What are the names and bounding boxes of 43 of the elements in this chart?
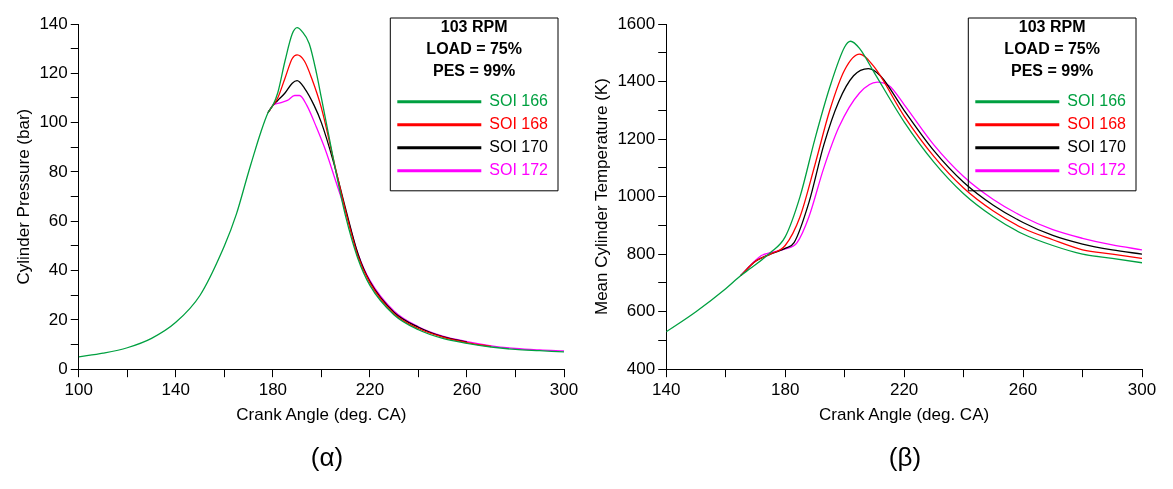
x-tick-label: 180	[770, 380, 800, 400]
x-tick-label: 100	[64, 380, 93, 400]
text: (β)	[887, 442, 923, 473]
y-tick-label: 140	[39, 13, 68, 33]
x-tick-label: 300	[1127, 380, 1157, 400]
y-axis-title: Cylinder Pressure (bar)	[13, 108, 33, 285]
x-tick-label: 220	[355, 380, 385, 400]
x-tick-label: 140	[161, 380, 190, 400]
y-tick-label: 60	[48, 210, 68, 230]
x-tick-label: 180	[258, 380, 288, 400]
legend-title: 103 RPM LOAD = 75% PES = 99%	[426, 18, 522, 79]
text: SOI 172	[1067, 161, 1127, 179]
x-tick-label: 300	[549, 380, 579, 400]
text: SOI 166	[1067, 92, 1127, 110]
y-tick-label: 40	[48, 260, 68, 280]
y-tick-label: 1000	[617, 186, 656, 206]
y-axis-title: Mean Cylinder Temperature (K)	[591, 78, 611, 316]
y-tick-label: 600	[626, 301, 656, 321]
y-tick-label: 1400	[617, 71, 656, 91]
y-tick-label: 100	[39, 112, 68, 132]
y-tick-label: 20	[48, 309, 68, 329]
x-tick-label: 260	[452, 380, 482, 400]
x-tick-label: 260	[1008, 380, 1038, 400]
y-tick-label: 800	[626, 243, 656, 263]
text: SOI 170	[489, 138, 549, 156]
x-axis-title: Crank Angle (deg. CA)	[819, 405, 990, 425]
y-tick-label: 0	[58, 358, 68, 378]
line-series	[666, 40, 1142, 333]
text: SOI 168	[489, 115, 549, 133]
y-tick-label: 120	[39, 63, 68, 82]
y-tick-label: 1200	[617, 128, 656, 148]
y-tick-label: 80	[48, 161, 68, 181]
text: SOI 166	[489, 92, 549, 110]
text: SOI 168	[1067, 115, 1127, 133]
text: SOI 170	[1067, 138, 1127, 156]
x-axis-title: Crank Angle (deg. CA)	[236, 405, 407, 425]
x-tick-label: 220	[889, 380, 919, 400]
y-tick-label: 1600	[617, 13, 656, 33]
y-tick-label: 400	[626, 358, 656, 378]
text: SOI 172	[489, 161, 549, 179]
legend-title: 103 RPM LOAD = 75% PES = 99%	[1004, 18, 1100, 79]
x-tick-label: 140	[652, 380, 681, 400]
text: (α)	[309, 442, 345, 473]
